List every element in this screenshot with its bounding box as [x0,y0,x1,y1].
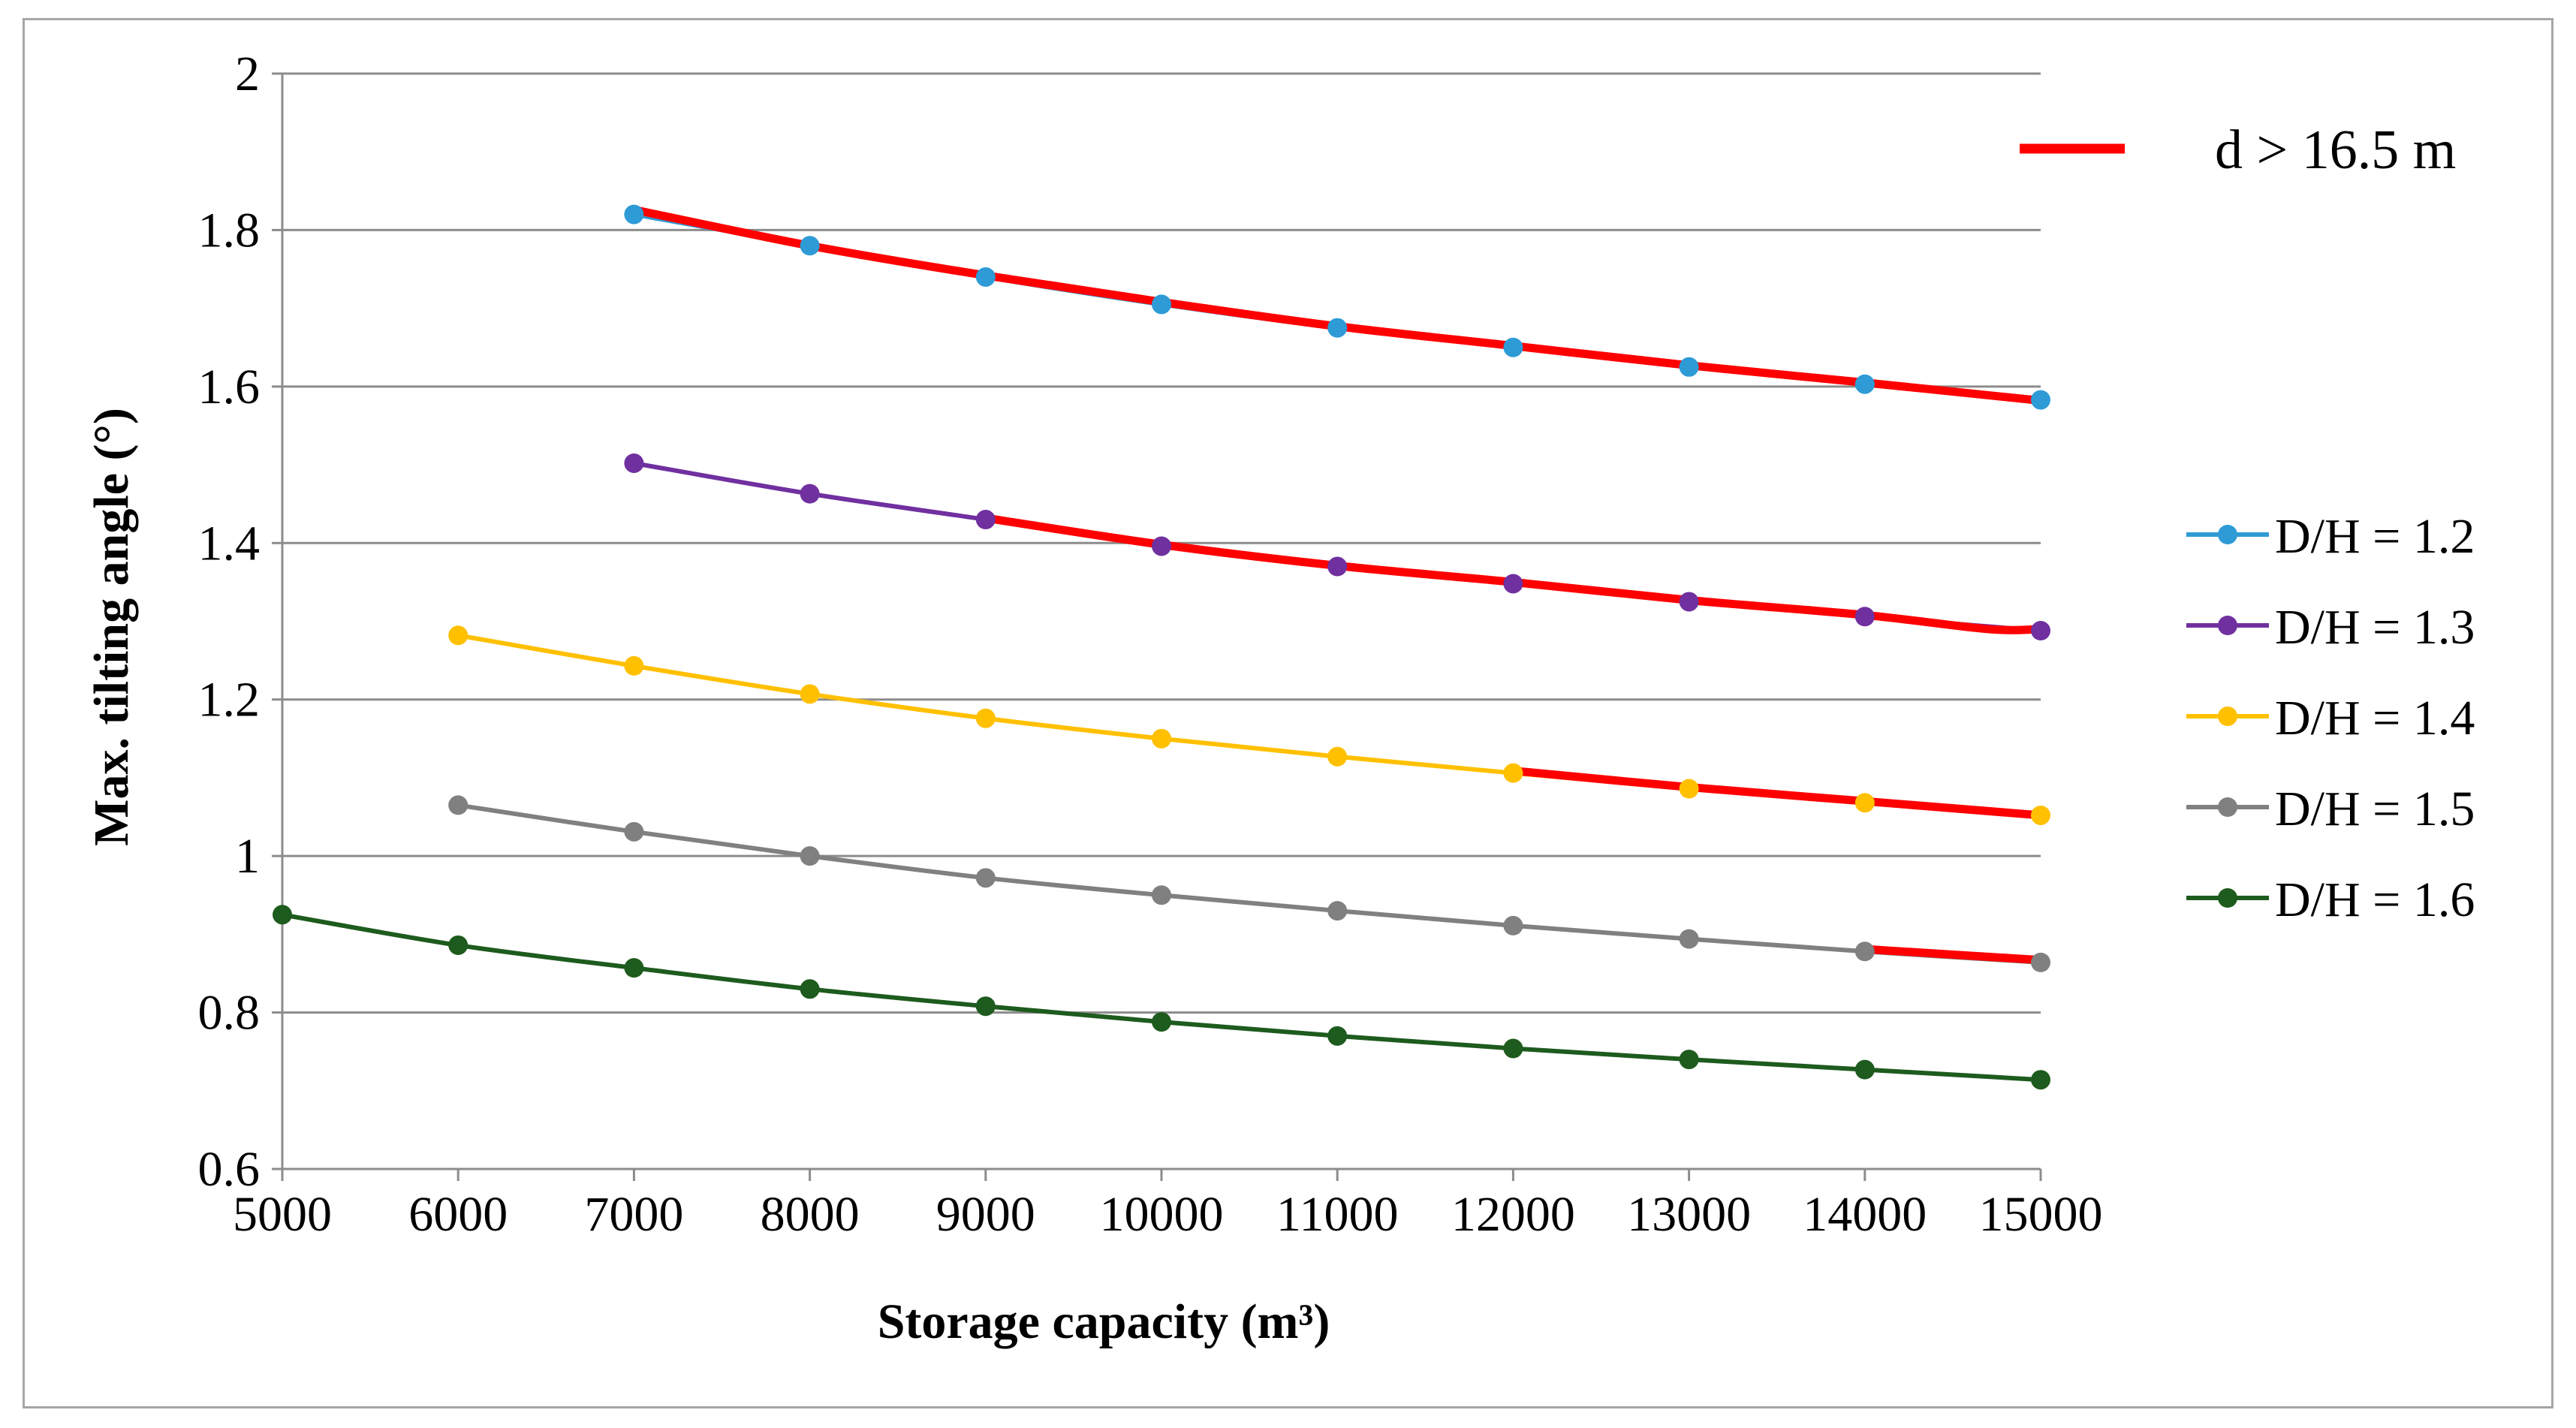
series-line-3 [456,633,2043,818]
series-5-point-15000 [2031,1070,2050,1090]
series-4-point-9000 [975,868,996,888]
series-4-point-15000 [2031,952,2050,972]
series-2-point-12000 [1503,574,1523,594]
y-tick-label-1: 1 [235,829,260,884]
series-1-point-8000 [800,236,820,256]
series-5-point-5000 [273,905,292,925]
legend: D/H = 1.2 D/H = 1.3 D/H = 1.4 D/H = 1.5 D/H … [2186,509,2475,927]
series-3-point-7000 [624,655,644,676]
highlight-segment-1 [629,205,2045,405]
series-4-point-14000 [1854,941,1875,962]
y-tick-label-0.6: 0.6 [198,1142,261,1197]
series-3-point-14000 [1854,793,1875,813]
legend-label-5: D/H = 1.6 [2275,872,2475,927]
series-5-point-8000 [800,979,820,999]
legend-swatch-marker-5 [2218,888,2237,908]
legend-swatch-marker-1 [2218,525,2237,544]
series-4-point-10000 [1152,885,1171,905]
series-3-point-15000 [2031,805,2050,825]
series-5-point-7000 [624,958,644,978]
x-tick-label-5000: 5000 [233,1187,332,1242]
legend-label-1: D/H = 1.2 [2275,509,2475,564]
highlight-segment-3 [1508,767,2045,820]
chart-frame [23,18,2553,1408]
x-tick-label-14000: 14000 [1803,1187,1927,1242]
series-4-point-7000 [624,821,644,842]
series-1-point-11000 [1327,318,1348,338]
grid-lines [272,72,2042,1181]
x-tick-label-7000: 7000 [584,1187,683,1242]
series-2-point-11000 [1327,556,1348,577]
y-tick-label-0.8: 0.8 [198,986,261,1041]
series-4-point-6000 [448,795,469,815]
series-line-2 [631,460,2043,634]
legend-label-2: D/H = 1.3 [2275,600,2475,655]
x-tick-label-10000: 10000 [1100,1187,1224,1242]
y-tick-label-1.6: 1.6 [198,360,261,414]
x-tick-label-9000: 9000 [936,1187,1035,1242]
series-4-point-12000 [1503,915,1523,935]
y-tick-label-2: 2 [235,47,260,101]
series-5-point-12000 [1503,1038,1523,1059]
x-tick-label-13000: 13000 [1627,1187,1751,1242]
series-2-point-13000 [1679,592,1699,612]
series-5-point-11000 [1327,1026,1348,1046]
series-3-point-10000 [1152,728,1171,749]
legend-label-3: D/H = 1.4 [2275,691,2475,746]
series-1-point-10000 [1152,294,1171,315]
series-lines [280,212,2043,1083]
series-1-point-12000 [1503,337,1523,357]
legend-highlight: d > 16.5 m [2020,119,2456,181]
series-5-point-14000 [1854,1059,1875,1080]
legend-swatch-marker-2 [2218,616,2237,635]
y-tick-label-1.8: 1.8 [198,203,261,258]
series-2-point-7000 [624,453,644,473]
series-3-point-13000 [1679,779,1699,799]
series-2-point-10000 [1152,536,1171,556]
y-axis-title: Max. tilting angle (°) [84,408,139,846]
y-tick-label-1.2: 1.2 [198,673,261,728]
legend-label-4: D/H = 1.5 [2275,782,2475,836]
series-4-point-13000 [1679,929,1699,949]
series-1-point-14000 [1854,374,1875,394]
series-3-point-6000 [448,625,469,646]
x-tick-labels: 5000 6000 7000 8000 9000 10000 11000 12000 13000… [233,1187,2103,1242]
series-1-point-13000 [1679,357,1699,377]
series-3-point-8000 [800,684,820,704]
series-5-point-6000 [448,935,469,955]
legend-swatch-marker-3 [2218,706,2237,726]
series-1-point-15000 [2031,390,2050,410]
x-axis-title: Storage capacity (m³) [878,1294,1330,1349]
series-4-point-11000 [1327,901,1348,921]
series-line-5 [280,912,2043,1083]
series-5-point-13000 [1679,1050,1699,1070]
series-line-1 [631,212,2043,402]
series-line-4 [456,803,2043,965]
series-5-point-10000 [1152,1012,1171,1032]
x-tick-label-8000: 8000 [761,1187,860,1242]
series-2-point-9000 [975,510,996,530]
series-3-point-9000 [975,708,996,728]
x-tick-label-12000: 12000 [1451,1187,1575,1242]
series-4-point-8000 [800,846,820,866]
series-3-point-11000 [1327,746,1348,767]
x-tick-label-11000: 11000 [1276,1187,1399,1242]
x-tick-label-15000: 15000 [1979,1187,2103,1242]
legend-swatch-marker-4 [2218,797,2237,817]
series-1-point-9000 [975,267,996,287]
y-tick-labels: 0.6 0.8 1 1.2 1.4 1.6 1.8 2 [198,47,261,1197]
x-tick-label-6000: 6000 [408,1187,508,1242]
y-tick-label-1.4: 1.4 [198,516,261,571]
series-5-point-9000 [975,996,996,1017]
highlight-segment-4 [1860,944,2045,965]
legend-highlight-label: d > 16.5 m [2215,119,2456,181]
series-2-point-15000 [2031,621,2050,641]
series-markers [273,204,2050,1090]
series-2-point-8000 [800,484,820,504]
series-1-point-7000 [624,204,644,224]
series-2-point-14000 [1854,607,1875,627]
series-3-point-12000 [1503,763,1523,783]
